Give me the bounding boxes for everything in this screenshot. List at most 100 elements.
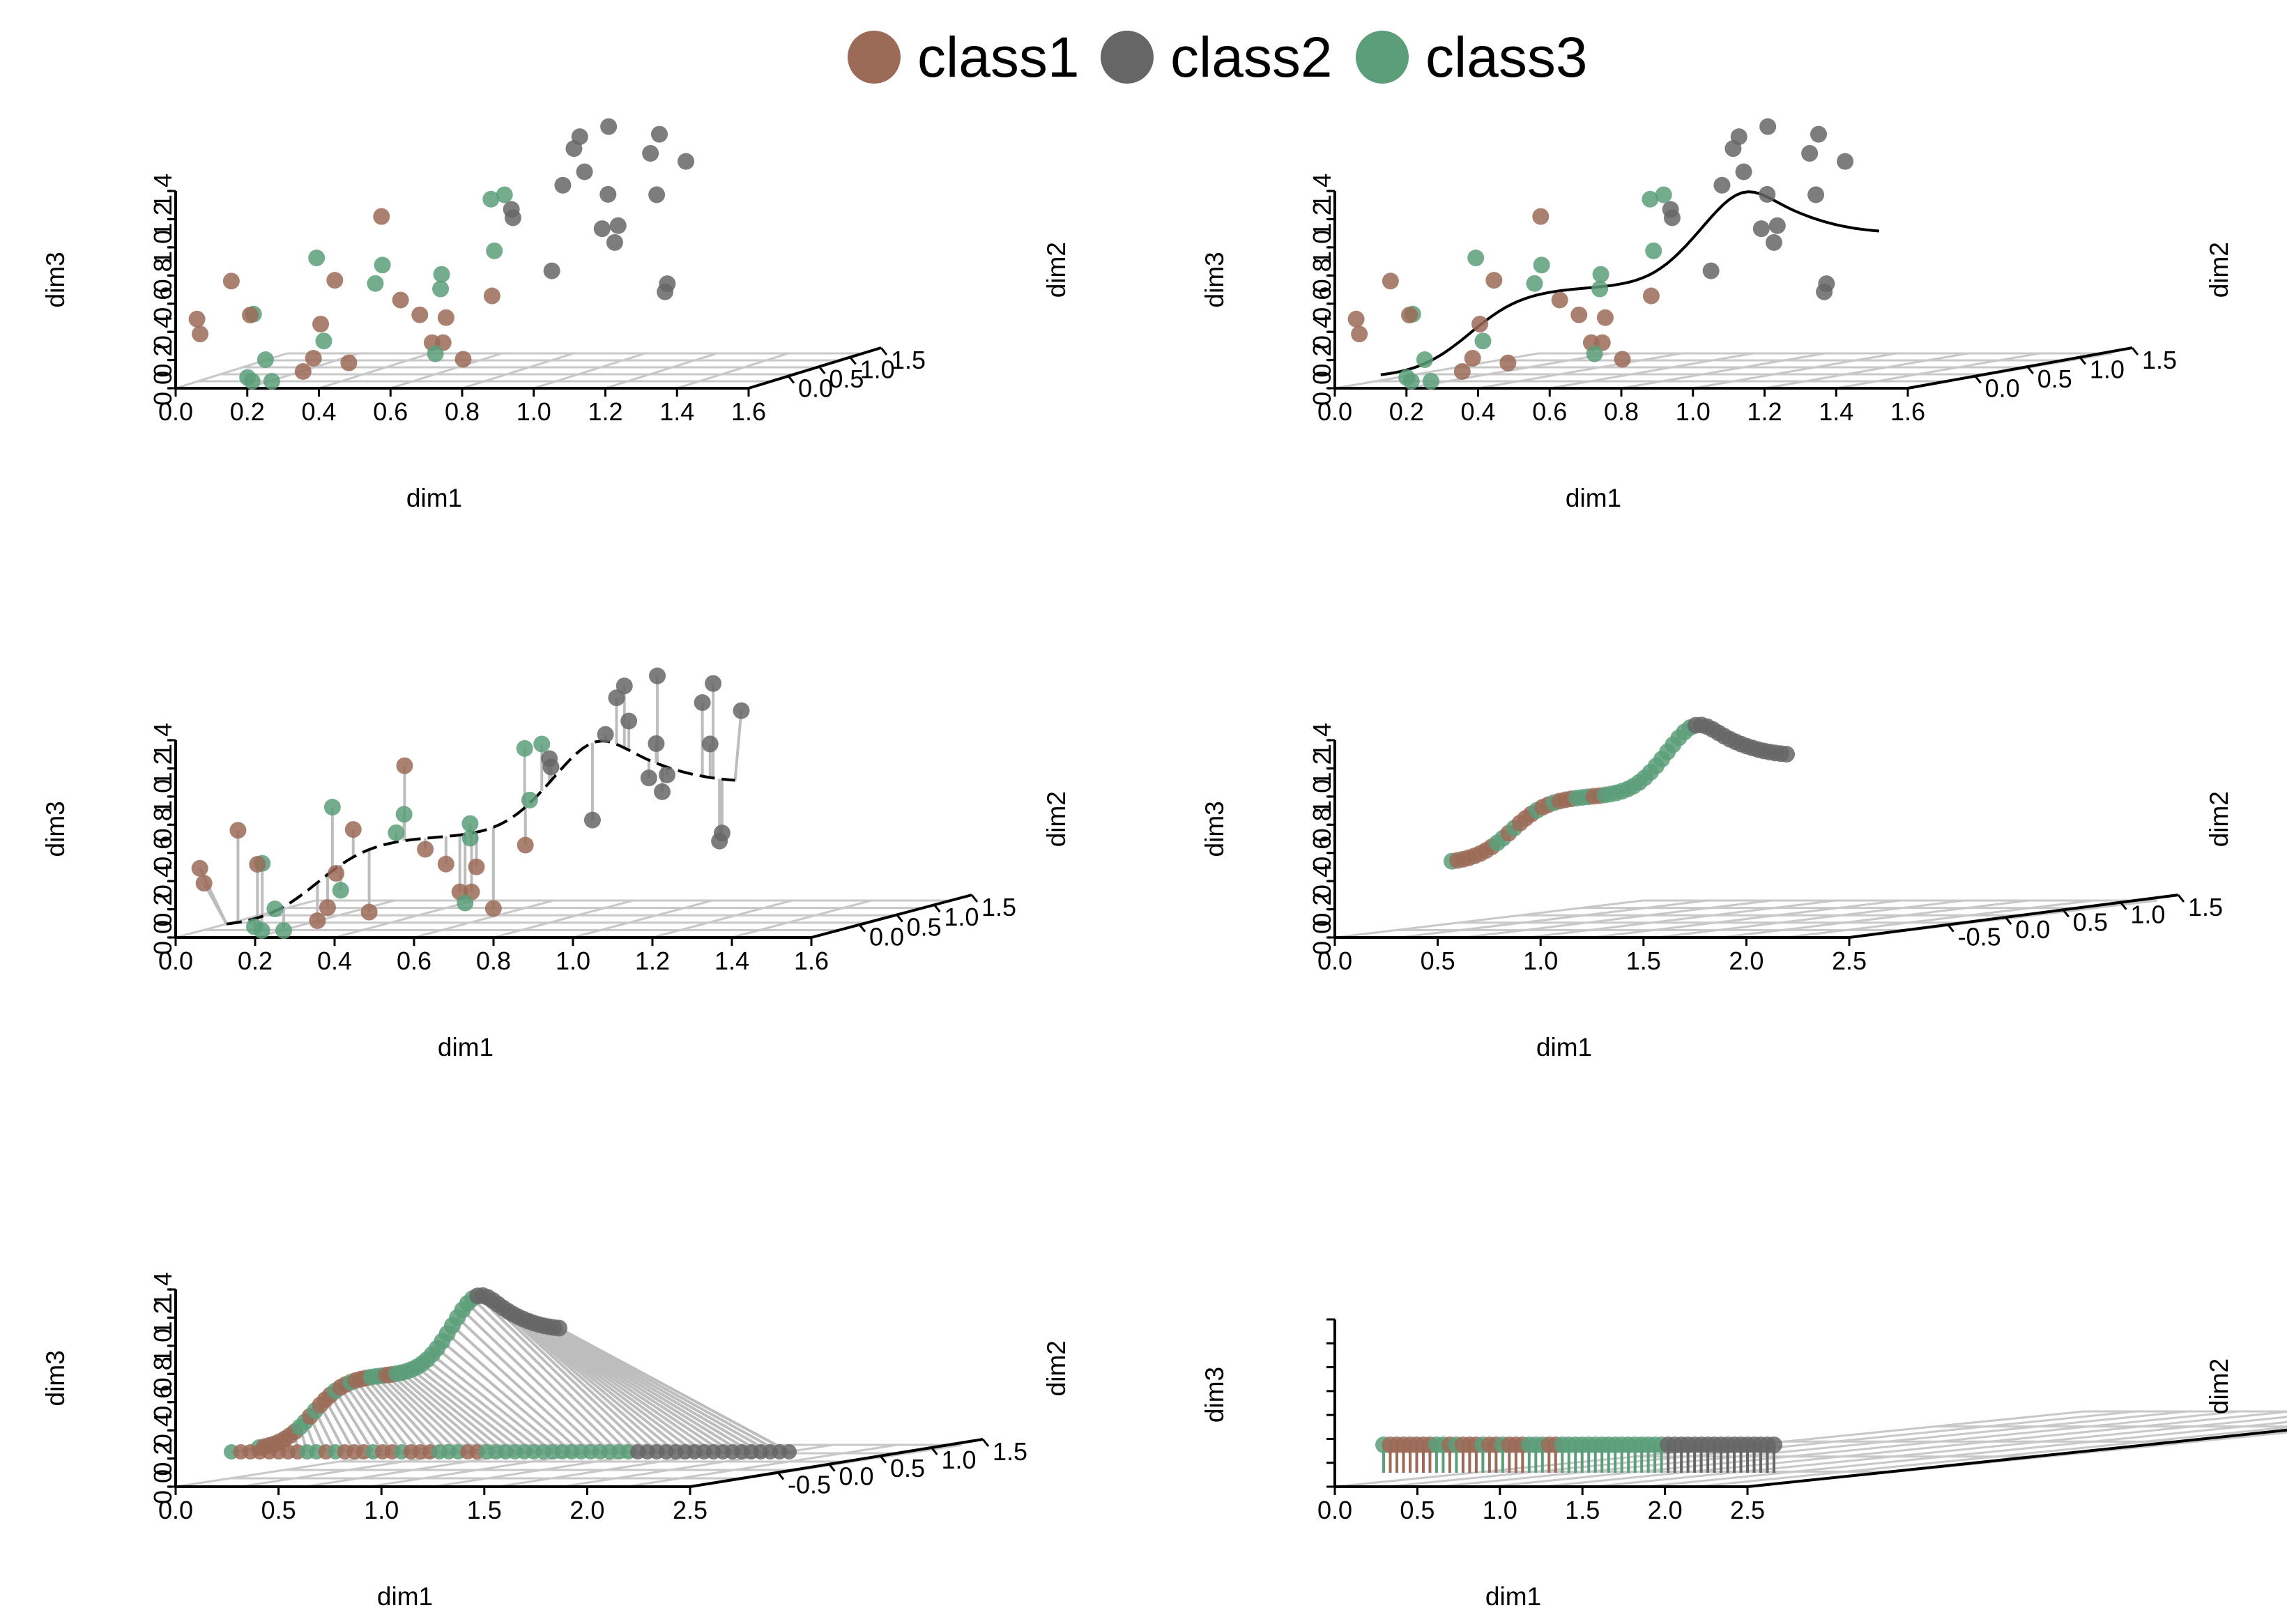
z-tick-label: 0.0 <box>148 371 177 406</box>
grid-line <box>175 899 316 939</box>
z-tick-label: 0.2 <box>148 343 177 378</box>
y-tick-label: 1.0 <box>942 1446 977 1474</box>
x-tick-label: 2.5 <box>673 1496 707 1524</box>
data-point-class3 <box>1467 250 1485 267</box>
data-point-class3 <box>388 824 405 841</box>
y-tick-label: 1.0 <box>2130 901 2165 929</box>
data-point-class3 <box>1591 280 1609 298</box>
y-tick-label: 0.0 <box>1985 374 2020 403</box>
data-point-class1 <box>340 354 358 371</box>
x-tick-label: 2.5 <box>1730 1496 1765 1524</box>
y-axis-line <box>748 346 882 390</box>
flatten-segment <box>431 1353 554 1453</box>
grid-line <box>1399 899 1708 939</box>
data-point-class2 <box>711 832 728 850</box>
z-tick-label: 0.2 <box>1308 343 1336 378</box>
y-tick <box>828 1463 836 1472</box>
principal-curve <box>226 740 735 926</box>
flatten-segment <box>517 1315 714 1453</box>
y-tick <box>933 904 941 913</box>
y-axis-line <box>1747 1428 2287 1488</box>
grid-line <box>1835 352 2040 390</box>
x-tick-label: 1.6 <box>1890 397 1925 426</box>
data-point-class3 <box>1645 242 1662 259</box>
data-point-class2 <box>576 163 593 181</box>
data-point-class3 <box>266 901 284 918</box>
data-point-class2 <box>648 735 665 752</box>
flatten-segment <box>375 1375 450 1453</box>
flatten-segment <box>436 1347 563 1453</box>
data-point-class2 <box>620 712 638 730</box>
flatten-segment <box>415 1365 526 1453</box>
data-point-class2 <box>583 811 601 829</box>
data-point-class2 <box>1778 746 1795 763</box>
y-tick <box>879 1455 887 1464</box>
panels: 0.0 0.2 0.4 0.6 0.8 1.0 1.2 1.4 1.6dim10.00.51.0… <box>41 118 2287 1611</box>
x-axis-title: dim1 <box>438 1033 494 1062</box>
z-tick-label: 1.2 <box>148 201 177 236</box>
z-tick-label: 0.6 <box>1308 836 1336 871</box>
x-tick-label: 2.0 <box>1648 1496 1683 1524</box>
y-tick <box>970 894 979 903</box>
flatten-segment <box>349 1381 403 1453</box>
data-point-class1 <box>1471 316 1489 333</box>
x-axis-title: dim1 <box>1566 484 1621 512</box>
z-tick-label: 0.8 <box>1308 807 1336 842</box>
x-tick-label: 1.6 <box>794 947 829 975</box>
x-tick-label: 0.0 <box>158 947 193 975</box>
y-axis-title: dim2 <box>1042 791 1071 847</box>
data-point-class1 <box>1485 272 1503 289</box>
z-tick-label: 0.8 <box>148 258 177 293</box>
flatten-segment <box>323 1399 356 1453</box>
panel-4: 0.0 0.5 1.0 1.5 2.0 2.5 dim1 -0.5 0.0 0.5 1.0 1.5 di… <box>1200 717 2233 1062</box>
data-point-class2 <box>1759 185 1776 203</box>
y-tick-label: -0.5 <box>1958 923 2001 951</box>
flatten-segment <box>507 1310 696 1453</box>
legend-marker-class1 <box>848 31 901 84</box>
y-tick-label: 0.5 <box>2037 365 2072 393</box>
y-tick-label: 1.5 <box>981 893 1016 921</box>
flatten-segment <box>543 1324 762 1453</box>
y-tick <box>880 347 888 355</box>
flatten-segment <box>558 1326 790 1453</box>
x-tick-label: 0.2 <box>230 397 265 426</box>
x-tick-label: 1.5 <box>1626 947 1661 975</box>
legend-label-class3: class3 <box>1425 26 1587 89</box>
y-axis-title: dim2 <box>1042 1340 1071 1396</box>
data-point-class2 <box>593 220 611 238</box>
data-point-class1 <box>222 273 240 290</box>
data-point-class3 <box>496 186 513 204</box>
flatten-segment <box>334 1390 375 1453</box>
z-tick-label: 0.6 <box>148 286 177 321</box>
x-tick-label: 2.5 <box>1832 947 1867 975</box>
data-point-class1 <box>1351 325 1368 343</box>
x-tick-label: 1.2 <box>588 397 622 426</box>
x-tick-label: 2.0 <box>569 1496 604 1524</box>
data-point-class3 <box>461 829 479 847</box>
y-tick-label: 0.0 <box>869 923 904 951</box>
data-point-class3 <box>243 373 261 390</box>
data-point-class3 <box>1586 345 1603 362</box>
x-tick-label: 0.0 <box>1317 397 1352 426</box>
data-point-class3 <box>427 345 444 362</box>
legend-marker-class2 <box>1101 31 1154 84</box>
z-tick-label: 0.4 <box>1308 314 1336 349</box>
y-tick-label: 0.0 <box>798 374 833 403</box>
flatten-segment <box>395 1372 488 1453</box>
flatten-segment <box>451 1324 592 1453</box>
y-axis-line <box>811 894 972 939</box>
grid-line <box>1478 352 1682 390</box>
z-axis-title: dim3 <box>41 252 70 307</box>
grid-line <box>652 899 793 939</box>
data-point-class2 <box>781 1444 797 1460</box>
data-point-class3 <box>1474 332 1492 350</box>
data-point-class2 <box>1810 125 1827 143</box>
data-point-class1 <box>309 912 326 929</box>
data-point-class3 <box>1592 266 1609 283</box>
z-tick-label: 1.4 <box>148 1272 177 1307</box>
x-tick-label: 1.5 <box>1565 1496 1600 1524</box>
data-point-class2 <box>615 677 633 695</box>
